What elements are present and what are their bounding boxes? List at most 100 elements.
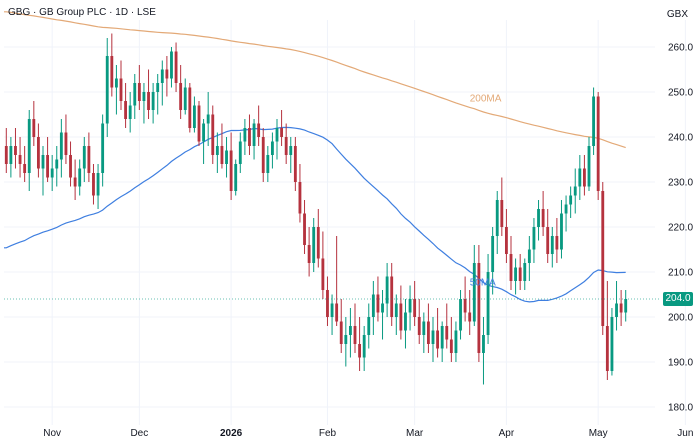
candle — [330, 294, 334, 335]
candle — [289, 137, 293, 173]
candle — [69, 141, 72, 187]
candle-body — [32, 119, 36, 137]
candle-body — [179, 83, 183, 110]
currency-unit-label[interactable]: GBX — [666, 9, 688, 20]
candle — [417, 299, 421, 344]
candle — [532, 218, 536, 263]
candle-body — [92, 173, 95, 196]
candle — [431, 317, 435, 362]
candle — [596, 92, 600, 200]
candle-body — [353, 326, 357, 344]
candle-body — [344, 335, 348, 344]
candle-body — [27, 119, 31, 173]
candle-body — [206, 114, 210, 124]
candle — [587, 137, 591, 191]
candle-body — [41, 155, 45, 169]
candle-body — [436, 330, 440, 349]
candle-body — [537, 209, 540, 227]
y-tick-label: 240.0 — [668, 133, 693, 144]
interval[interactable]: 1D — [115, 7, 129, 18]
candle — [298, 164, 302, 223]
candle — [514, 258, 518, 295]
candle — [270, 132, 274, 169]
candle — [537, 200, 540, 241]
candle-body — [564, 204, 568, 214]
ma200-line — [4, 11, 626, 149]
candle — [73, 159, 77, 200]
candle — [238, 132, 242, 173]
candle — [142, 83, 146, 124]
candle-body — [257, 123, 261, 137]
y-tick-label: 190.0 — [668, 358, 693, 369]
x-tick-label: Apr — [499, 428, 515, 439]
candle-body — [385, 276, 389, 304]
candle-body — [399, 303, 403, 331]
candle — [147, 69, 150, 119]
candle-body — [335, 303, 339, 322]
candle-body — [165, 69, 169, 79]
candle-body — [509, 254, 513, 281]
candle — [601, 182, 605, 335]
candle — [422, 312, 426, 353]
x-tick-label: Nov — [43, 428, 61, 439]
candle-body — [615, 303, 618, 317]
candle-body — [440, 326, 444, 349]
candle — [303, 200, 306, 254]
candle — [573, 168, 577, 214]
candle — [128, 92, 132, 133]
candle-body — [358, 344, 362, 358]
candle — [82, 137, 86, 182]
candle-body — [330, 303, 334, 317]
candle-body — [275, 128, 279, 142]
y-tick-label: 180.0 — [668, 403, 693, 414]
candle-body — [592, 96, 596, 146]
last-price-badge: 204.0 — [663, 292, 693, 306]
candle — [610, 308, 614, 376]
candle — [518, 254, 522, 290]
candle — [344, 317, 348, 367]
candle — [151, 83, 155, 124]
symbol-header[interactable]: GBG · GB Group PLC · 1D · LSE — [8, 7, 156, 18]
candle-body — [307, 245, 311, 263]
candle — [110, 33, 114, 97]
candle — [495, 191, 499, 254]
candle — [358, 317, 362, 371]
candle-body — [491, 236, 495, 272]
candle — [119, 60, 123, 110]
ma200-path — [4, 11, 626, 149]
candle — [436, 308, 440, 358]
candle — [463, 276, 467, 322]
candle — [619, 290, 623, 326]
symbol-ticker: GBG — [8, 7, 31, 18]
candle — [321, 231, 325, 299]
candle-body — [270, 141, 274, 155]
candle — [376, 276, 380, 322]
candle-body — [390, 276, 394, 317]
candle — [59, 119, 63, 178]
candle-body — [541, 209, 545, 227]
candle-body — [518, 267, 522, 281]
candle-body — [417, 317, 421, 335]
candle — [578, 155, 582, 200]
candle-body — [160, 69, 164, 83]
candle-body — [289, 146, 293, 155]
candle — [78, 159, 82, 196]
candle-body — [495, 200, 499, 236]
x-tick-label: Mar — [406, 428, 424, 439]
y-tick-label: 210.0 — [668, 268, 693, 279]
candle — [225, 137, 228, 178]
candle — [413, 281, 417, 326]
candle — [449, 317, 453, 362]
candle-body — [500, 200, 504, 227]
candle-body — [59, 132, 63, 160]
candle — [160, 60, 164, 106]
candle-body — [582, 168, 586, 187]
candle-body — [408, 299, 412, 313]
candle — [353, 303, 357, 353]
candle — [339, 299, 343, 353]
candle — [211, 105, 215, 164]
candle-body — [110, 56, 114, 88]
candle-body — [303, 213, 306, 245]
